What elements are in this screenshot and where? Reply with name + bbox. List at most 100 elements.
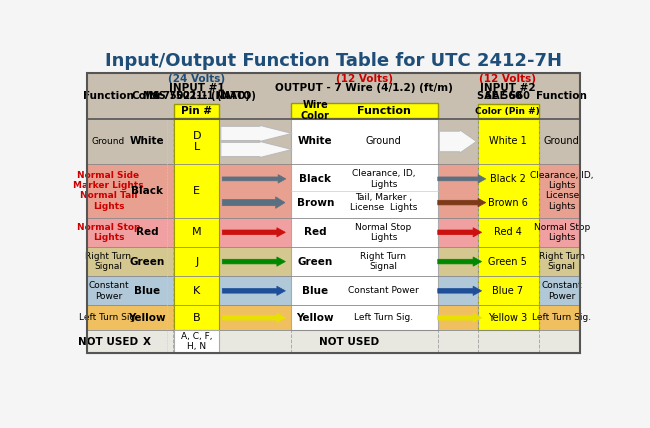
Text: D
L: D L xyxy=(192,131,201,152)
Text: Ground: Ground xyxy=(365,137,402,146)
Text: Blue: Blue xyxy=(134,286,160,296)
Text: Green: Green xyxy=(298,256,333,267)
Bar xyxy=(174,104,219,119)
Text: Clearance, ID,
Lights
License
Lights: Clearance, ID, Lights License Lights xyxy=(530,171,593,211)
Text: J: J xyxy=(195,256,198,267)
Bar xyxy=(437,164,478,218)
Text: Brown 6: Brown 6 xyxy=(488,198,527,208)
Text: White 1: White 1 xyxy=(489,137,526,146)
Text: Yellow 3: Yellow 3 xyxy=(488,313,527,323)
Text: Ground: Ground xyxy=(92,137,125,146)
Bar xyxy=(538,306,580,330)
Text: Normal Stop
Lights: Normal Stop Lights xyxy=(77,223,140,242)
Bar xyxy=(86,247,291,276)
Bar xyxy=(437,218,478,247)
Text: INPUT #2: INPUT #2 xyxy=(480,83,536,92)
Text: Constant
Power: Constant Power xyxy=(88,281,129,300)
Bar xyxy=(538,247,580,276)
Text: Black: Black xyxy=(131,186,163,196)
Text: Ground: Ground xyxy=(544,137,580,146)
Text: Normal Stop
Lights: Normal Stop Lights xyxy=(534,223,590,242)
Text: Yellow: Yellow xyxy=(296,313,334,323)
Text: Constant Power: Constant Power xyxy=(348,286,419,295)
Bar xyxy=(538,164,580,218)
Text: Right Turn
Signal: Right Turn Signal xyxy=(85,252,131,271)
Text: White: White xyxy=(298,137,333,146)
Text: (24 Volts): (24 Volts) xyxy=(168,74,226,84)
Text: Function: Function xyxy=(357,106,410,116)
Bar xyxy=(437,119,478,164)
Text: Clearance, ID,
Lights: Clearance, ID, Lights xyxy=(352,169,415,189)
Bar xyxy=(174,119,219,330)
Text: Green 5: Green 5 xyxy=(488,256,527,267)
Text: (12 Volts): (12 Volts) xyxy=(335,74,393,84)
FancyArrow shape xyxy=(437,228,482,237)
FancyArrow shape xyxy=(222,313,285,322)
FancyArrow shape xyxy=(222,286,285,295)
Bar xyxy=(478,104,538,119)
Text: B: B xyxy=(193,313,201,323)
Text: SAE 560: SAE 560 xyxy=(477,91,522,101)
Text: Red 4: Red 4 xyxy=(493,227,521,237)
Bar xyxy=(437,276,478,306)
Text: Pin #: Pin # xyxy=(181,107,212,116)
FancyArrow shape xyxy=(222,175,286,183)
Bar xyxy=(86,164,291,218)
Text: SAE 560: SAE 560 xyxy=(485,91,530,101)
Bar xyxy=(437,247,478,276)
Text: M: M xyxy=(192,227,202,237)
Text: Right Turn
Signal: Right Turn Signal xyxy=(539,252,585,271)
Polygon shape xyxy=(221,125,292,142)
Bar xyxy=(86,73,580,353)
Bar xyxy=(86,276,291,306)
FancyArrow shape xyxy=(437,198,486,207)
Bar xyxy=(86,119,291,164)
FancyArrow shape xyxy=(437,257,482,266)
Text: Blue 7: Blue 7 xyxy=(492,286,523,296)
Text: Normal Side
Marker Lights
Normal Tail
Lights: Normal Side Marker Lights Normal Tail Li… xyxy=(73,171,144,211)
Text: Function: Function xyxy=(536,91,587,101)
Bar xyxy=(291,103,437,119)
Bar xyxy=(478,119,538,330)
Text: Normal Stop
Lights: Normal Stop Lights xyxy=(356,223,411,242)
Text: Red: Red xyxy=(136,227,159,237)
Text: Brown: Brown xyxy=(296,198,334,208)
Text: Wire
Color: Wire Color xyxy=(301,100,330,122)
Text: MS 75021-1 (NATO): MS 75021-1 (NATO) xyxy=(150,91,256,101)
Text: Black 2: Black 2 xyxy=(489,174,525,184)
Text: Color (Pin #): Color (Pin #) xyxy=(475,107,540,116)
FancyArrow shape xyxy=(437,286,482,295)
Bar xyxy=(86,330,580,353)
Text: K: K xyxy=(193,286,200,296)
Text: Red: Red xyxy=(304,227,326,237)
Bar xyxy=(291,119,437,330)
Bar xyxy=(437,306,478,330)
Text: A, C, F,
H, N: A, C, F, H, N xyxy=(181,332,213,351)
Text: Black: Black xyxy=(299,174,332,184)
Text: Color: Color xyxy=(132,91,162,101)
Text: NOT USED: NOT USED xyxy=(78,337,138,347)
Text: Constant
Power: Constant Power xyxy=(541,281,582,300)
Text: Yellow: Yellow xyxy=(128,313,166,323)
Text: Blue: Blue xyxy=(302,286,328,296)
Bar xyxy=(538,276,580,306)
FancyArrow shape xyxy=(437,313,482,322)
Polygon shape xyxy=(221,141,292,158)
Polygon shape xyxy=(439,130,476,153)
FancyArrow shape xyxy=(437,175,486,183)
Bar xyxy=(86,306,291,330)
Text: E: E xyxy=(193,186,200,196)
Bar xyxy=(538,119,580,164)
Text: Function: Function xyxy=(83,91,134,101)
Text: MS 75021-1 (NATO): MS 75021-1 (NATO) xyxy=(143,91,250,101)
Text: White: White xyxy=(130,137,164,146)
Bar xyxy=(86,74,580,119)
Text: Left Turn Sig.: Left Turn Sig. xyxy=(532,313,592,322)
Text: Green: Green xyxy=(129,256,164,267)
Text: Right Turn
Signal: Right Turn Signal xyxy=(361,252,406,271)
Text: Left Turn Sig.: Left Turn Sig. xyxy=(79,313,138,322)
Text: NOT USED: NOT USED xyxy=(318,337,379,347)
FancyArrow shape xyxy=(222,257,285,266)
Text: X: X xyxy=(143,337,151,347)
Text: Tail, Marker ,
License  Lights: Tail, Marker , License Lights xyxy=(350,193,417,212)
